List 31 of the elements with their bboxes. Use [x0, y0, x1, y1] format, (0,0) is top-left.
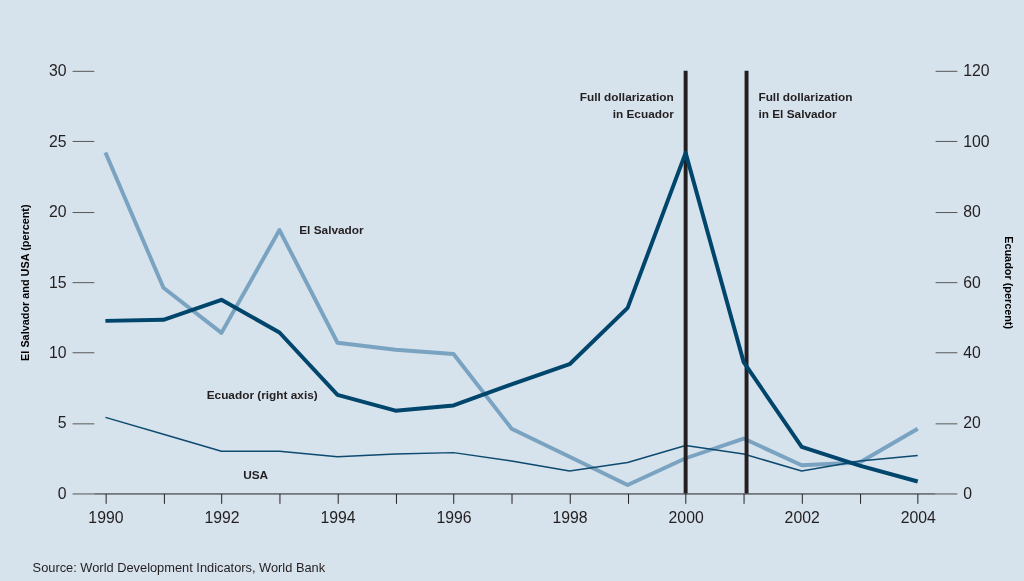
y2-tick-label: 80	[963, 203, 982, 221]
x-tick-label: 1994	[320, 508, 356, 526]
series-label: USA	[243, 467, 269, 482]
y2-tick-label: 0	[963, 484, 973, 502]
y-tick-label: 30	[49, 62, 67, 80]
y2-tick-label: 100	[963, 132, 990, 150]
series-label: Ecuador (right axis)	[206, 387, 318, 402]
y-tick-label: 0	[57, 484, 67, 502]
y2-tick-label: 20	[963, 414, 982, 432]
y2-tick-label: 40	[963, 344, 982, 362]
x-tick-label: 2000	[668, 508, 704, 526]
x-tick-label: 1996	[436, 508, 472, 526]
x-tick-label: 2002	[784, 508, 820, 526]
y2-tick-label: 120	[963, 62, 990, 80]
x-tick-label: 1998	[552, 508, 588, 526]
line-series	[104, 416, 919, 472]
x-tick-label: 1990	[88, 508, 124, 526]
series-label: El Salvador	[299, 222, 365, 237]
y-tick-label: 10	[49, 344, 67, 362]
ref-line-label: Full dollarization in El Salvador	[758, 90, 853, 122]
ref-line-label: Full dollarization in Ecuador	[579, 90, 675, 122]
y-axis-title: El Salvador and USA (percent)	[19, 204, 32, 361]
source-note: Source: World Development Indicators, World Bank	[32, 560, 326, 576]
y-tick-label: 5	[57, 414, 67, 432]
x-tick-label: 1992	[204, 508, 240, 526]
y2-axis-title: Ecuador (percent)	[1003, 236, 1016, 330]
y-tick-label: 25	[49, 132, 67, 150]
y-tick-label: 20	[49, 203, 67, 221]
y2-tick-label: 60	[963, 273, 982, 291]
y-tick-label: 15	[49, 273, 67, 291]
x-tick-label: 2004	[900, 508, 936, 526]
